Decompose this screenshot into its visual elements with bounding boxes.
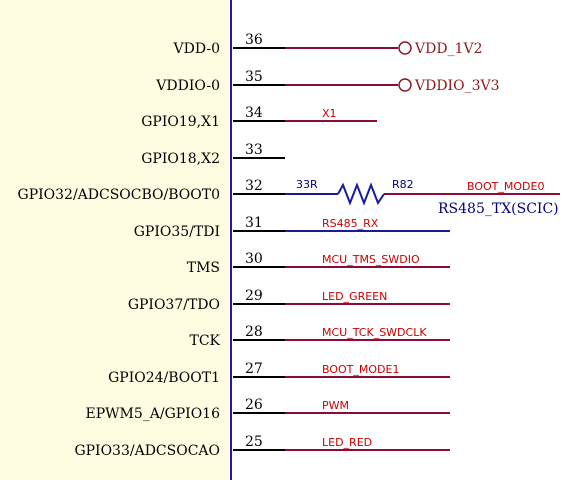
net-label: MCU_TMS_SWDIO	[322, 253, 420, 266]
power-port-circle[interactable]	[398, 41, 412, 55]
pin-number: 36	[245, 32, 263, 48]
power-port-circle[interactable]	[398, 78, 412, 92]
pin-name: TMS	[187, 260, 220, 276]
resistor-r82[interactable]: 33R R82 RS485_TX(SCIC)	[296, 178, 559, 217]
pin-30: TMS 30 MCU_TMS_SWDIO	[187, 251, 450, 276]
pin-name: GPIO35/TDI	[134, 224, 220, 240]
pin-number: 29	[245, 288, 263, 304]
power-port-label: VDDIO_3V3	[414, 78, 500, 94]
pin-number: 25	[245, 434, 263, 450]
pin-number: 33	[245, 142, 263, 158]
pin-number: 28	[245, 324, 263, 340]
pin-number: 26	[245, 397, 263, 413]
pin-name: EPWM5_A/GPIO16	[85, 406, 220, 422]
ic-body	[0, 0, 231, 480]
pin-26: EPWM5_A/GPIO16 26 PWM	[85, 397, 450, 422]
power-port-label: VDD_1V2	[414, 41, 482, 57]
pin-number: 31	[245, 215, 263, 231]
pin-number: 27	[245, 361, 263, 377]
pin-number: 35	[245, 69, 263, 85]
net-label: BOOT_MODE1	[322, 363, 399, 376]
net-label: LED_GREEN	[322, 290, 387, 303]
pin-29: GPIO37/TDO 29 LED_GREEN	[128, 288, 450, 313]
resistor-zigzag[interactable]	[337, 182, 385, 206]
pin-name: GPIO32/ADCSOCBO/BOOT0	[18, 187, 220, 203]
pin-name: GPIO18,X2	[141, 151, 220, 167]
net-label: X1	[322, 107, 337, 120]
net-label: MCU_TCK_SWDCLK	[322, 326, 427, 339]
pin-31: GPIO35/TDI 31 RS485_RX	[134, 215, 450, 240]
pin-33: GPIO18,X2 33	[141, 142, 285, 167]
pin-name: GPIO33/ADCSOCAO	[74, 443, 220, 459]
pin-number: 32	[245, 178, 263, 194]
pin-number: 34	[245, 105, 263, 121]
net-label: RS485_RX	[322, 217, 379, 230]
pin-35: VDDIO-0 35 VDDIO_3V3	[155, 69, 499, 94]
pin-name: GPIO37/TDO	[128, 297, 220, 313]
resistor-designator: R82	[392, 178, 414, 191]
net-label: BOOT_MODE0	[467, 180, 544, 193]
net-label: PWM	[322, 399, 349, 412]
pin-name: VDDIO-0	[155, 78, 220, 94]
net-label: LED_RED	[322, 436, 372, 449]
pin-name: GPIO19,X1	[141, 114, 220, 130]
resistor-value: 33R	[296, 178, 318, 191]
resistor-net-note: RS485_TX(SCIC)	[438, 201, 559, 217]
pin-28: TCK 28 MCU_TCK_SWDCLK	[189, 324, 450, 349]
pin-25: GPIO33/ADCSOCAO 25 LED_RED	[74, 434, 450, 459]
pins-layer: VDD-0 36 VDD_1V2 VDDIO-0 35 VDDIO_3V3 GPIO19,X…	[18, 32, 560, 459]
pin-name: TCK	[189, 333, 220, 349]
pin-name: VDD-0	[173, 41, 220, 57]
pin-27: GPIO24/BOOT1 27 BOOT_MODE1	[108, 361, 450, 386]
pin-32: GPIO32/ADCSOCBO/BOOT0 32 BOOT_MODE0	[18, 178, 560, 203]
pin-34: GPIO19,X1 34 X1	[141, 105, 377, 130]
pin-36: VDD-0 36 VDD_1V2	[173, 32, 483, 57]
pin-number: 30	[245, 251, 263, 267]
pin-name: GPIO24/BOOT1	[108, 370, 220, 386]
